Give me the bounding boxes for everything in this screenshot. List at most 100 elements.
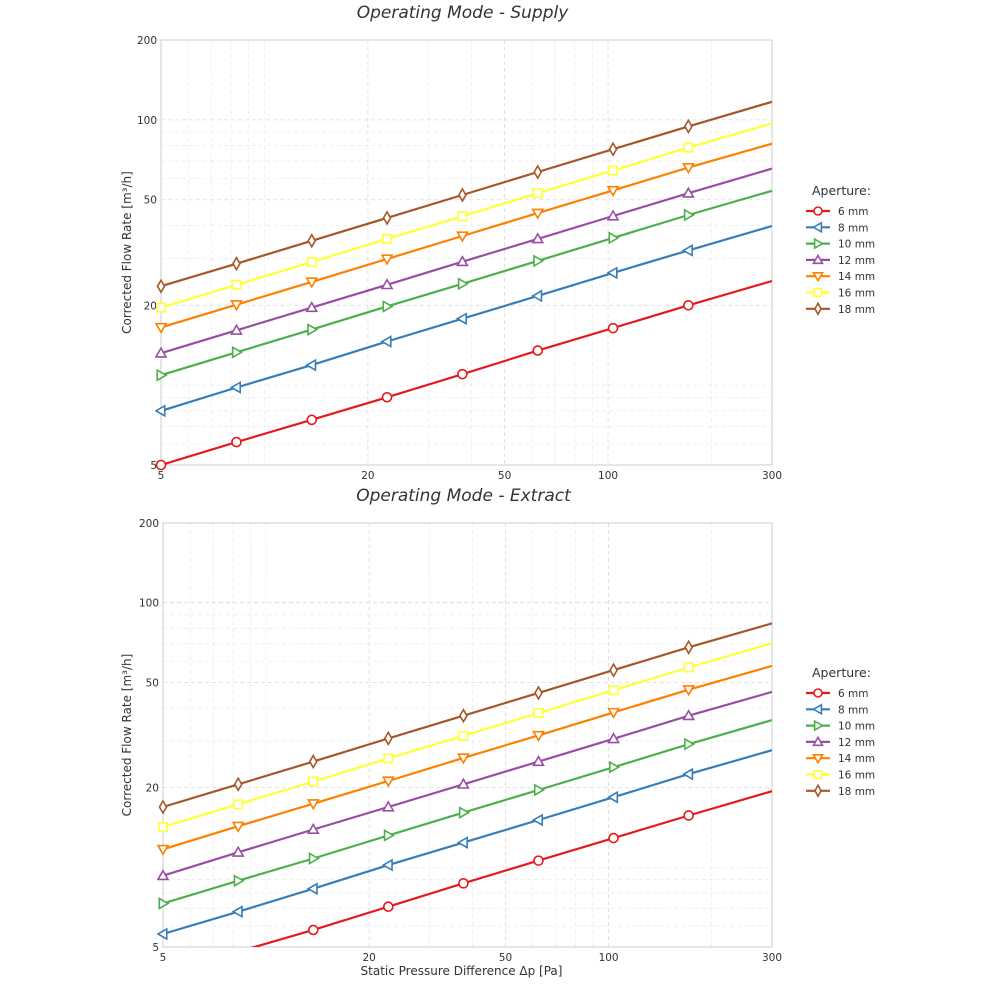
data-point: [608, 685, 619, 696]
plot-area: [160, 39, 773, 466]
series-markers: [156, 208, 695, 382]
x-tick-label: 20: [363, 952, 376, 964]
data-point: [232, 256, 241, 272]
legend-item: 6 mm: [806, 206, 868, 218]
data-point: [607, 732, 620, 744]
data-point: [381, 776, 395, 788]
data-point: [532, 754, 545, 767]
data-point: [231, 436, 242, 448]
data-point: [606, 185, 620, 198]
legend-item: 16 mm: [806, 288, 875, 300]
data-point: [533, 707, 544, 718]
data-point: [156, 368, 168, 382]
data-point: [682, 767, 694, 781]
data-point: [381, 800, 395, 812]
legend-marker: [813, 688, 823, 698]
y-tick-label: 200: [139, 518, 159, 530]
y-tick-label: 50: [146, 677, 159, 689]
data-point: [607, 322, 619, 334]
data-point: [606, 790, 619, 804]
data-point: [531, 289, 543, 303]
data-point: [457, 777, 470, 789]
legend-label: 10 mm: [838, 239, 875, 251]
series-markers: [158, 639, 694, 815]
legend: Aperture: 6 mm 8 mm 10 mm 12 mm 14 mm 16 mm 18 …: [806, 183, 875, 316]
data-point: [305, 300, 319, 313]
data-point: [307, 323, 319, 336]
data-point: [531, 813, 544, 827]
legend-marker: [813, 206, 823, 216]
data-point: [383, 829, 395, 842]
series-18-mm: [158, 622, 772, 815]
chart-panel-2: 5 20 50 100 300 5 20 50 100 200 Operating Mode - E…: [120, 486, 875, 978]
series-12-mm: [157, 690, 772, 881]
data-point: [683, 142, 694, 153]
series-10-mm: [158, 719, 772, 910]
x-tick-label: 20: [361, 470, 374, 482]
data-point: [230, 323, 243, 335]
data-point: [606, 266, 618, 280]
series-10-mm: [156, 189, 772, 382]
data-point: [306, 882, 318, 896]
series-markers: [158, 662, 694, 833]
plot-border: [162, 522, 773, 948]
legend-label: 8 mm: [838, 704, 868, 716]
data-point: [158, 897, 170, 910]
data-point: [458, 708, 468, 724]
legend-label: 16 mm: [838, 288, 875, 300]
data-point: [458, 730, 469, 741]
legend-item: 8 mm: [806, 221, 868, 234]
legend-label: 16 mm: [838, 770, 875, 782]
data-point: [231, 345, 244, 359]
data-point: [305, 358, 317, 372]
data-point: [456, 836, 468, 849]
x-tick-label: 50: [498, 470, 511, 482]
data-point: [231, 845, 245, 857]
y-tick-label: 5: [152, 942, 159, 954]
series-6-mm: [250, 790, 772, 947]
data-point: [306, 822, 320, 835]
data-point: [231, 905, 243, 919]
data-point: [456, 231, 469, 243]
data-point: [532, 345, 544, 356]
data-point: [155, 459, 167, 471]
data-point: [157, 869, 170, 881]
data-point: [307, 233, 317, 249]
chart-panel-1: 5 20 50 100 300 5 20 50 100 200 Operating Mode - S…: [120, 3, 875, 482]
legend-item: 14 mm: [806, 271, 875, 283]
data-point: [157, 844, 170, 856]
legend-label: 8 mm: [838, 222, 868, 234]
data-point: [532, 188, 543, 199]
data-point: [382, 901, 394, 912]
data-point: [382, 300, 394, 313]
legend-marker: [811, 221, 823, 234]
data-point: [532, 730, 545, 743]
data-point: [606, 209, 620, 221]
data-point: [681, 186, 695, 198]
series-markers: [156, 142, 694, 313]
legend-label: 18 mm: [838, 786, 875, 798]
y-tick-label: 100: [139, 598, 159, 610]
series-14-mm: [155, 142, 772, 335]
data-point: [533, 164, 543, 180]
data-point: [156, 278, 166, 294]
y-axis-label: Corrected Flow Rate [m³/h]: [120, 171, 134, 334]
series-markers: [155, 299, 694, 471]
x-tick-label: 50: [499, 952, 512, 964]
data-point: [682, 709, 696, 721]
data-point: [608, 231, 620, 245]
series-8-mm: [157, 749, 772, 941]
data-point: [382, 210, 392, 226]
data-point: [230, 300, 243, 312]
data-point: [305, 277, 319, 289]
legend: Aperture: 6 mm 8 mm 10 mm 12 mm 14 mm 16 mm 18 …: [806, 665, 875, 798]
series-6-mm: [155, 279, 772, 471]
x-axis-label: Static Pressure Difference Δp [Pa]: [361, 964, 563, 978]
data-point: [608, 832, 619, 844]
x-tick-label: 300: [762, 470, 782, 482]
legend-marker: [812, 253, 824, 265]
data-point: [383, 753, 394, 764]
legend-item: 18 mm: [806, 301, 875, 316]
series-markers: [157, 767, 694, 941]
